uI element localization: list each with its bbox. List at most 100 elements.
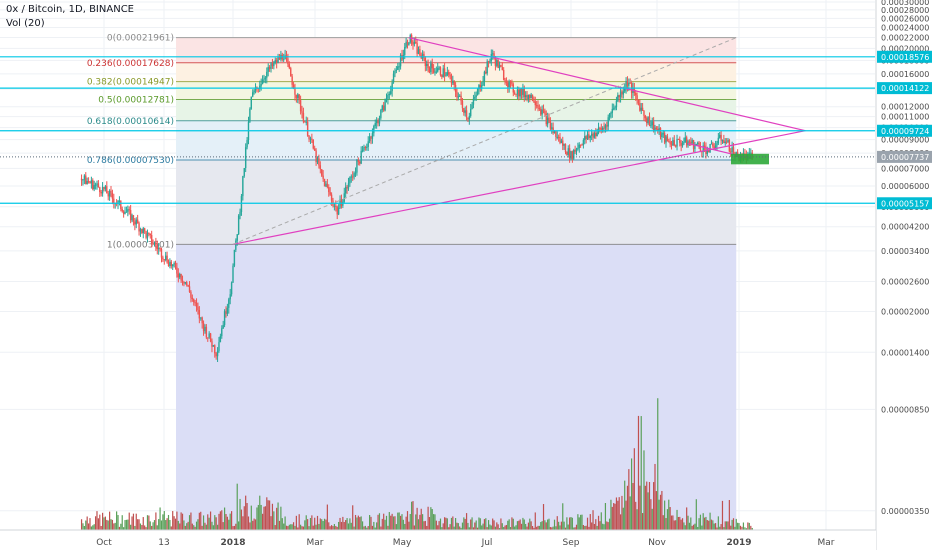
candle bbox=[524, 91, 527, 101]
volume-bar bbox=[664, 500, 666, 530]
candle-body bbox=[624, 88, 626, 92]
candle-body bbox=[252, 92, 254, 97]
candle bbox=[388, 91, 391, 100]
volume-bar bbox=[745, 528, 747, 530]
volume-bar bbox=[442, 523, 444, 530]
volume-bar bbox=[672, 515, 674, 530]
volume-bar bbox=[592, 510, 594, 530]
candle bbox=[243, 167, 245, 178]
price-tick-label: 0.00002600 bbox=[881, 278, 929, 287]
candle-body bbox=[727, 139, 729, 143]
candle bbox=[106, 181, 108, 194]
volume-bar bbox=[706, 520, 708, 530]
volume-bar bbox=[604, 503, 607, 530]
candle-body bbox=[654, 127, 656, 131]
candle bbox=[166, 251, 168, 264]
volume-bar bbox=[431, 509, 433, 530]
candle-body bbox=[143, 228, 146, 232]
candle bbox=[719, 132, 721, 139]
candle bbox=[522, 83, 524, 99]
volume-bar bbox=[96, 511, 98, 530]
volume-bar bbox=[107, 520, 109, 530]
candle-body bbox=[218, 342, 220, 351]
time-tick-label: Nov bbox=[648, 538, 666, 548]
candle-body bbox=[322, 175, 324, 179]
candle bbox=[250, 96, 253, 110]
volume-bar bbox=[483, 519, 486, 530]
volume-bar bbox=[461, 522, 464, 530]
volume-bar bbox=[90, 526, 92, 530]
candle bbox=[674, 144, 677, 148]
candle bbox=[601, 126, 604, 133]
volume-bar bbox=[591, 522, 593, 530]
candle bbox=[669, 137, 671, 148]
candle bbox=[448, 69, 450, 78]
volume-bar bbox=[212, 525, 214, 530]
volume-bar bbox=[659, 494, 662, 530]
candle-body bbox=[579, 144, 582, 146]
candle-body bbox=[665, 136, 667, 143]
candle-body bbox=[669, 141, 671, 145]
volume-bar bbox=[338, 521, 340, 530]
candle-body bbox=[498, 64, 501, 69]
candle bbox=[398, 62, 400, 72]
candle-body bbox=[153, 242, 156, 244]
volume-bar bbox=[653, 482, 655, 530]
candle bbox=[256, 86, 258, 93]
volume-bar bbox=[159, 507, 161, 530]
volume-bar bbox=[564, 527, 567, 530]
price-tick-label: 0.00016000 bbox=[881, 70, 929, 79]
candle-body bbox=[493, 53, 495, 59]
volume-bar bbox=[374, 527, 376, 530]
candle bbox=[283, 53, 285, 63]
volume-bar bbox=[497, 524, 499, 530]
candle-body bbox=[482, 81, 484, 86]
volume-bar bbox=[208, 517, 210, 530]
candle-body bbox=[557, 136, 560, 138]
volume-bar bbox=[433, 514, 435, 530]
candle bbox=[421, 50, 424, 62]
volume-bar bbox=[731, 519, 733, 530]
volume-bar bbox=[508, 519, 510, 530]
volume-bar bbox=[549, 527, 551, 530]
chart-drawings bbox=[232, 37, 806, 245]
level-price-tag bbox=[877, 124, 932, 137]
candle bbox=[172, 264, 174, 271]
candle bbox=[651, 117, 653, 130]
candle-body bbox=[690, 142, 692, 144]
candle-body bbox=[278, 57, 281, 60]
candle-body bbox=[489, 60, 491, 62]
candle-body bbox=[141, 229, 143, 234]
volume-bar bbox=[453, 526, 455, 530]
volume-bar bbox=[329, 526, 331, 530]
volume-bar bbox=[471, 517, 473, 530]
candle-body bbox=[588, 134, 590, 139]
candle-body bbox=[335, 205, 337, 207]
volume-bar bbox=[201, 525, 203, 530]
candle-body bbox=[736, 152, 739, 155]
candle bbox=[356, 159, 358, 176]
volume-bar bbox=[144, 525, 146, 530]
candle bbox=[193, 298, 195, 306]
volume-bar bbox=[383, 513, 385, 530]
candle bbox=[406, 39, 409, 49]
volume-bar bbox=[249, 522, 251, 530]
candle-body bbox=[531, 94, 534, 101]
volume-bar bbox=[734, 526, 736, 530]
volume-bar bbox=[642, 513, 644, 530]
volume-bar bbox=[665, 518, 667, 530]
candle bbox=[352, 171, 354, 181]
candle bbox=[270, 61, 272, 73]
candle bbox=[360, 146, 362, 165]
volume-bar bbox=[390, 515, 392, 530]
candle bbox=[152, 239, 154, 245]
candle-body bbox=[672, 140, 674, 146]
candle bbox=[176, 262, 178, 278]
candle-body bbox=[380, 109, 382, 118]
candle bbox=[97, 180, 100, 188]
candle bbox=[315, 148, 317, 166]
candle bbox=[476, 87, 479, 96]
candle bbox=[157, 243, 160, 255]
